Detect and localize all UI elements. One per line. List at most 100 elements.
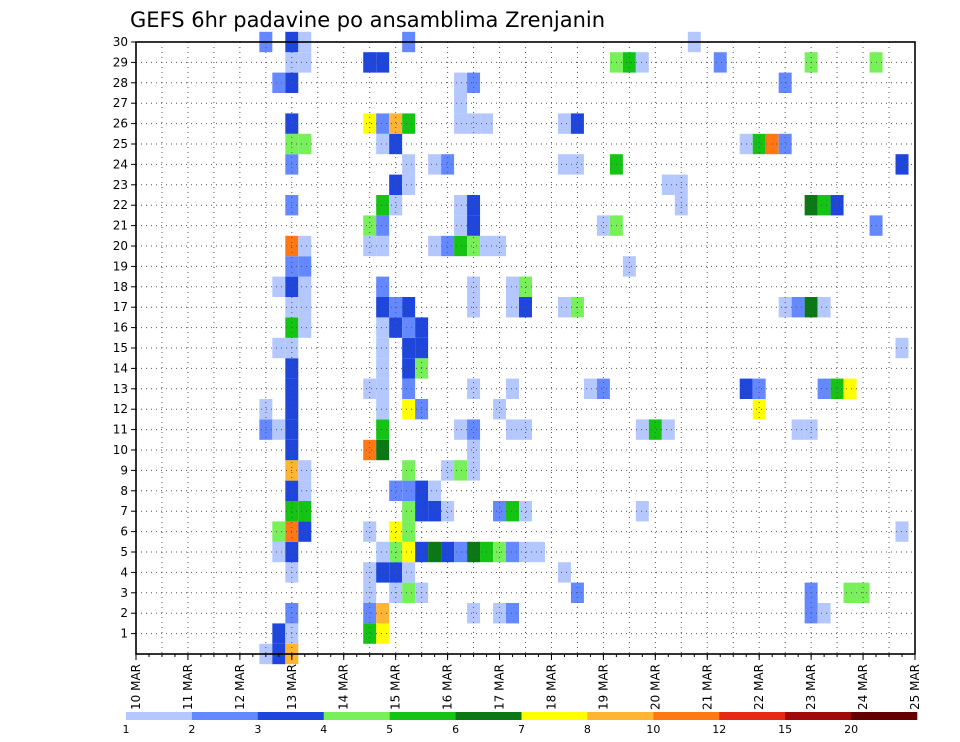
heatmap-cell: [583, 378, 597, 399]
heatmap-cell: [830, 378, 844, 399]
heatmap-cell: [259, 399, 273, 420]
heatmap-cell: [441, 501, 455, 522]
heatmap-cell: [596, 378, 610, 399]
colorbar-segment: [653, 712, 720, 720]
heatmap-cell: [402, 358, 416, 379]
heatmap-cell: [791, 419, 805, 440]
heatmap-cell: [493, 235, 507, 257]
heatmap-cell: [895, 337, 909, 359]
heatmap-cell: [298, 317, 312, 338]
heatmap-cell: [843, 582, 857, 603]
y-tick-label: 23: [113, 178, 128, 192]
colorbar-label: 2: [188, 723, 195, 736]
heatmap-cell: [661, 174, 675, 195]
heatmap-cell: [298, 460, 312, 481]
heatmap-cell: [454, 93, 468, 114]
colorbar-label: 4: [320, 723, 327, 736]
heatmap-cell: [363, 215, 377, 236]
x-tick-label: 20 MAR: [648, 664, 662, 710]
heatmap-cell: [363, 623, 377, 644]
colorbar-segment: [851, 712, 918, 720]
chart-title: GEFS 6hr padavine po ansamblima Zrenjani…: [130, 8, 605, 32]
y-tick-label: 16: [113, 321, 128, 335]
x-tick-label: 24 MAR: [856, 664, 870, 710]
heatmap-cell: [363, 378, 377, 399]
heatmap-cell: [467, 215, 481, 236]
y-tick-label: 25: [113, 137, 128, 151]
heatmap-cell: [259, 419, 273, 440]
heatmap-cell: [298, 256, 312, 277]
heatmap-cell: [298, 235, 312, 257]
heatmap-cell: [817, 603, 831, 624]
heatmap-cell: [363, 235, 377, 257]
x-tick-label: 18 MAR: [545, 664, 559, 710]
heatmap-cell: [402, 154, 416, 175]
y-tick-label: 7: [120, 504, 128, 518]
heatmap-cell: [506, 541, 519, 563]
heatmap-cell: [441, 235, 455, 257]
colorbar-label: 7: [518, 723, 525, 736]
heatmap-cell: [389, 480, 403, 501]
heatmap-cell: [895, 154, 909, 175]
x-tick-label: 13 MAR: [285, 664, 299, 710]
heatmap-cell: [493, 399, 507, 420]
y-tick-label: 22: [113, 198, 128, 212]
heatmap-cell: [519, 276, 532, 297]
y-tick-label: 11: [113, 423, 128, 437]
heatmap-cell: [557, 562, 571, 583]
heatmap-cell: [713, 52, 727, 73]
heatmap-cell: [272, 337, 286, 359]
heatmap-cell: [389, 521, 403, 542]
heatmap-cell: [661, 419, 675, 440]
colorbar-segment: [719, 712, 786, 720]
x-tick-label: 11 MAR: [181, 664, 195, 710]
heatmap-cell: [506, 297, 519, 318]
heatmap-cell: [830, 195, 844, 216]
y-tick-label: 13: [113, 382, 128, 396]
heatmap-cell: [376, 541, 390, 563]
heatmap-cell: [272, 419, 286, 440]
heatmap-cell: [402, 460, 416, 481]
heatmap-cell: [519, 419, 532, 440]
heatmap-cell: [467, 603, 481, 624]
heatmap-cell: [493, 603, 507, 624]
heatmap-cell: [376, 419, 390, 440]
colorbar-label: 1: [123, 723, 130, 736]
heatmap-cell: [402, 541, 416, 563]
colorbar-label: 20: [844, 723, 858, 736]
y-tick-label: 24: [113, 157, 128, 171]
x-tick-label: 16 MAR: [441, 664, 455, 710]
heatmap-cell: [363, 521, 377, 542]
heatmap-cell: [376, 276, 390, 297]
x-tick-label: 23 MAR: [804, 664, 818, 710]
heatmap-cell: [376, 358, 390, 379]
heatmap-cell: [778, 133, 792, 155]
heatmap-cell: [402, 399, 416, 420]
heatmap-cell: [298, 480, 312, 501]
x-tick-label: 21 MAR: [700, 664, 714, 710]
heatmap-cell: [596, 215, 610, 236]
heatmap-cell: [506, 501, 519, 522]
colorbar-label: 6: [452, 723, 459, 736]
heatmap-cell: [817, 195, 831, 216]
heatmap-cell: [389, 174, 403, 195]
heatmap-cell: [376, 133, 390, 155]
heatmap-cell: [402, 317, 416, 338]
heatmap-cell: [376, 235, 390, 257]
heatmap-cell: [467, 439, 481, 461]
y-tick-label: 4: [120, 565, 128, 579]
y-tick-label: 5: [120, 545, 128, 559]
heatmap-cell: [363, 113, 377, 134]
y-tick-label: 1: [120, 627, 128, 641]
colorbar-segment: [521, 712, 588, 720]
x-tick-label: 19 MAR: [596, 664, 610, 710]
heatmap-cell: [441, 460, 455, 481]
colorbar-label: 10: [646, 723, 660, 736]
y-tick-label: 30: [113, 35, 128, 49]
y-tick-label: 9: [120, 463, 128, 477]
colorbar-segment: [323, 712, 390, 720]
heatmap-cell: [376, 439, 390, 461]
heatmap-cell: [272, 521, 286, 542]
heatmap-cell: [402, 521, 416, 542]
y-tick-label: 14: [113, 361, 128, 375]
